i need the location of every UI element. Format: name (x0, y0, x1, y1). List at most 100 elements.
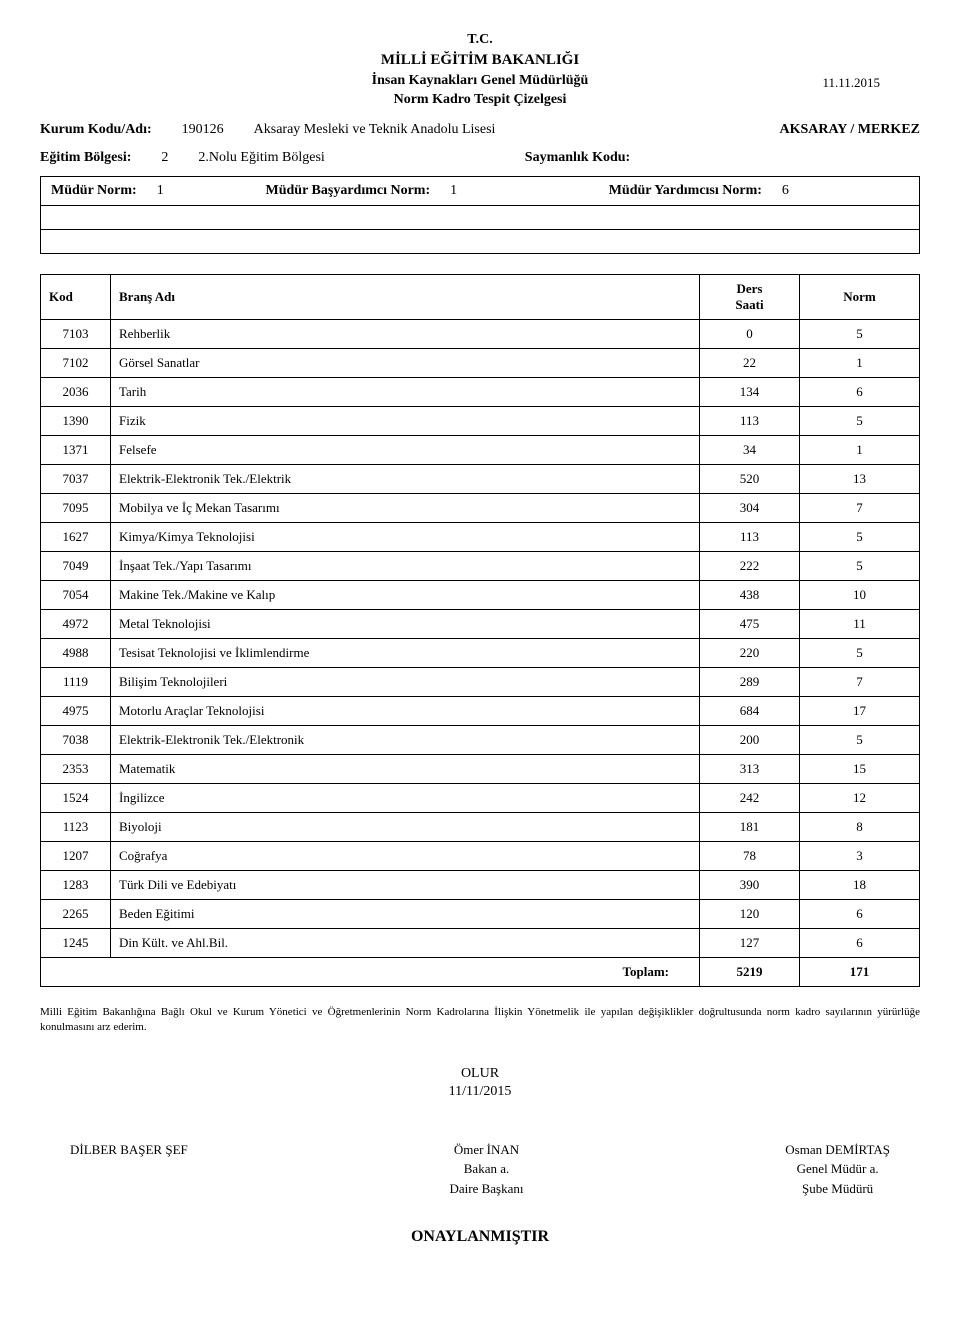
basyardimci-norm: Müdür Başyardımcı Norm: 1 (266, 183, 609, 199)
cell-kod: 7102 (41, 348, 111, 377)
cell-brans: Kimya/Kimya Teknolojisi (111, 522, 700, 551)
mudur-norm: Müdür Norm: 1 (51, 183, 266, 199)
cell-brans: Türk Dili ve Edebiyatı (111, 870, 700, 899)
cell-kod: 1390 (41, 406, 111, 435)
cell-brans: Görsel Sanatlar (111, 348, 700, 377)
table-row: 2353Matematik31315 (41, 754, 920, 783)
table-row: 7103Rehberlik05 (41, 319, 920, 348)
table-row: 7095Mobilya ve İç Mekan Tasarımı3047 (41, 493, 920, 522)
cell-ders: 438 (700, 580, 800, 609)
cell-ders: 222 (700, 551, 800, 580)
cell-norm: 5 (800, 551, 920, 580)
norm-header: Müdür Norm: 1 Müdür Başyardımcı Norm: 1 … (41, 177, 919, 205)
kurum-loc: AKSARAY / MERKEZ (779, 122, 920, 138)
sig-left-name: DİLBER BAŞER ŞEF (70, 1140, 188, 1160)
cell-brans: Motorlu Araçlar Teknolojisi (111, 696, 700, 725)
cell-ders: 242 (700, 783, 800, 812)
cell-brans: Beden Eğitimi (111, 899, 700, 928)
sig-right: Osman DEMİRTAŞ Genel Müdür a. Şube Müdür… (785, 1140, 890, 1199)
table-row: 7054Makine Tek./Makine ve Kalıp43810 (41, 580, 920, 609)
olur-date: 11/11/2015 (40, 1084, 920, 1100)
cell-ders: 200 (700, 725, 800, 754)
cell-brans: İngilizce (111, 783, 700, 812)
col-norm: Norm (800, 274, 920, 319)
cell-norm: 12 (800, 783, 920, 812)
egitim-desc: 2.Nolu Eğitim Bölgesi (198, 150, 324, 166)
cell-ders: 304 (700, 493, 800, 522)
cell-brans: Mobilya ve İç Mekan Tasarımı (111, 493, 700, 522)
olur-text: OLUR (40, 1066, 920, 1082)
cell-kod: 2265 (41, 899, 111, 928)
cell-ders: 220 (700, 638, 800, 667)
cell-brans: Matematik (111, 754, 700, 783)
cell-brans: İnşaat Tek./Yapı Tasarımı (111, 551, 700, 580)
cell-brans: Bilişim Teknolojileri (111, 667, 700, 696)
table-row: 1123Biyoloji1818 (41, 812, 920, 841)
footer-text: Milli Eğitim Bakanlığına Bağlı Okul ve K… (40, 1005, 920, 1036)
brans-table: Kod Branş Adı Ders Saati Norm 7103Rehber… (40, 274, 920, 987)
header-line3: İnsan Kaynakları Genel Müdürlüğü (40, 71, 920, 91)
sig-right-l3: Şube Müdürü (785, 1179, 890, 1199)
table-row: 2036Tarih1346 (41, 377, 920, 406)
basyardimci-norm-value: 1 (450, 183, 457, 199)
sig-mid-l2: Bakan a. (450, 1159, 524, 1179)
cell-kod: 1123 (41, 812, 111, 841)
cell-norm: 5 (800, 725, 920, 754)
saymanlik-label: Saymanlık Kodu: (525, 150, 630, 166)
basyardimci-norm-label: Müdür Başyardımcı Norm: (266, 183, 431, 199)
mudur-norm-value: 1 (157, 183, 164, 199)
header-line2: MİLLİ EĞİTİM BAKANLIĞI (40, 50, 920, 71)
cell-norm: 5 (800, 522, 920, 551)
cell-norm: 5 (800, 319, 920, 348)
header-block: T.C. MİLLİ EĞİTİM BAKANLIĞI İnsan Kaynak… (40, 30, 920, 110)
table-row: 1207Coğrafya783 (41, 841, 920, 870)
cell-kod: 4972 (41, 609, 111, 638)
cell-kod: 1371 (41, 435, 111, 464)
table-row: 1524İngilizce24212 (41, 783, 920, 812)
egitim-row: Eğitim Bölgesi: 2 2.Nolu Eğitim Bölgesi … (40, 150, 920, 166)
cell-norm: 5 (800, 638, 920, 667)
cell-brans: Coğrafya (111, 841, 700, 870)
cell-kod: 1283 (41, 870, 111, 899)
cell-ders: 289 (700, 667, 800, 696)
cell-ders: 520 (700, 464, 800, 493)
cell-norm: 11 (800, 609, 920, 638)
cell-norm: 8 (800, 812, 920, 841)
cell-brans: Tesisat Teknolojisi ve İklimlendirme (111, 638, 700, 667)
kurum-row: Kurum Kodu/Adı: 190126 Aksaray Mesleki v… (40, 122, 920, 138)
cell-kod: 1524 (41, 783, 111, 812)
cell-brans: Elektrik-Elektronik Tek./Elektrik (111, 464, 700, 493)
cell-kod: 1627 (41, 522, 111, 551)
yardimci-norm: Müdür Yardımcısı Norm: 6 (609, 183, 909, 199)
table-row: 7037Elektrik-Elektronik Tek./Elektrik520… (41, 464, 920, 493)
table-row: 1119Bilişim Teknolojileri2897 (41, 667, 920, 696)
cell-ders: 475 (700, 609, 800, 638)
kurum-code: 190126 (182, 122, 224, 138)
total-ders: 5219 (700, 957, 800, 986)
cell-norm: 18 (800, 870, 920, 899)
cell-ders: 78 (700, 841, 800, 870)
table-row: 1283Türk Dili ve Edebiyatı39018 (41, 870, 920, 899)
cell-brans: Biyoloji (111, 812, 700, 841)
cell-brans: Elektrik-Elektronik Tek./Elektronik (111, 725, 700, 754)
table-row: 4988Tesisat Teknolojisi ve İklimlendirme… (41, 638, 920, 667)
cell-ders: 313 (700, 754, 800, 783)
sig-mid: Ömer İNAN Bakan a. Daire Başkanı (450, 1140, 524, 1199)
cell-norm: 6 (800, 899, 920, 928)
cell-brans: Tarih (111, 377, 700, 406)
cell-norm: 6 (800, 377, 920, 406)
signature-row: DİLBER BAŞER ŞEF Ömer İNAN Bakan a. Dair… (40, 1140, 920, 1199)
col-kod: Kod (41, 274, 111, 319)
cell-kod: 7095 (41, 493, 111, 522)
cell-norm: 3 (800, 841, 920, 870)
cell-brans: Metal Teknolojisi (111, 609, 700, 638)
sig-mid-name: Ömer İNAN (450, 1140, 524, 1160)
col-brans: Branş Adı (111, 274, 700, 319)
cell-brans: Makine Tek./Makine ve Kalıp (111, 580, 700, 609)
yardimci-norm-label: Müdür Yardımcısı Norm: (609, 183, 762, 199)
table-row: 7049İnşaat Tek./Yapı Tasarımı2225 (41, 551, 920, 580)
yardimci-norm-value: 6 (782, 183, 789, 199)
cell-brans: Fizik (111, 406, 700, 435)
table-row: 1245Din Kült. ve Ahl.Bil.1276 (41, 928, 920, 957)
table-row: 7038Elektrik-Elektronik Tek./Elektronik2… (41, 725, 920, 754)
